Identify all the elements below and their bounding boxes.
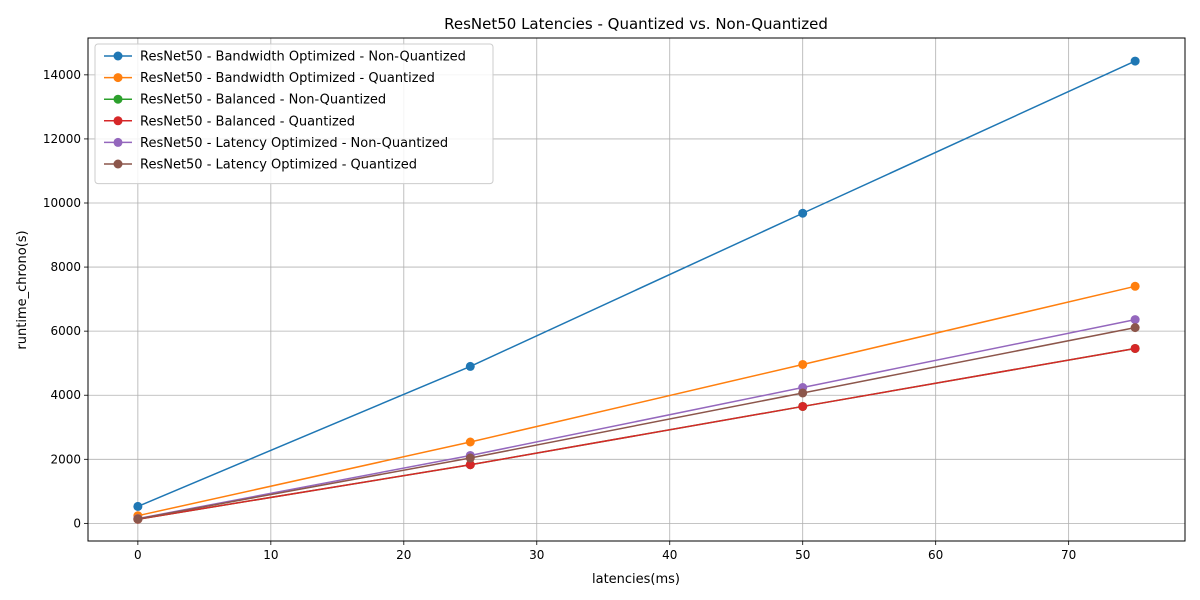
series-line	[133, 343, 1140, 524]
plot-area-frame	[87, 37, 1186, 542]
legend-item: ResNet50 - Balanced - Non-Quantized	[104, 93, 386, 108]
legend-item: ResNet50 - Latency Optimized - Quantized	[104, 158, 417, 173]
data-point	[798, 208, 808, 218]
x-tick-label: 20	[396, 548, 411, 562]
x-tick-label: 40	[662, 548, 677, 562]
legend-label: ResNet50 - Balanced - Non-Quantized	[140, 93, 386, 108]
series-path	[137, 347, 1136, 520]
series-path	[137, 285, 1136, 517]
legend-swatch-marker	[113, 51, 123, 61]
legend-swatch-marker	[113, 94, 123, 104]
series-layer	[133, 56, 1140, 524]
data-point	[798, 388, 808, 398]
legend-item: ResNet50 - Balanced - Quantized	[104, 114, 355, 129]
data-point	[465, 437, 475, 447]
legend-swatch-marker	[113, 116, 123, 126]
series-path	[137, 60, 1136, 508]
x-tick-label: 10	[263, 548, 278, 562]
data-point	[133, 514, 143, 524]
legend-swatch-marker	[113, 73, 123, 83]
y-tick-label: 8000	[50, 260, 81, 274]
x-tick-label: 50	[795, 548, 810, 562]
series-path	[137, 326, 1136, 520]
data-point	[1130, 315, 1140, 325]
x-tick-label: 70	[1061, 548, 1076, 562]
legend-item: ResNet50 - Bandwidth Optimized - Quantiz…	[104, 71, 435, 86]
legend-label: ResNet50 - Latency Optimized - Non-Quant…	[140, 136, 448, 151]
y-tick-label: 2000	[50, 452, 81, 466]
data-point	[465, 460, 475, 470]
y-tick-label: 14000	[43, 68, 81, 82]
legend-label: ResNet50 - Balanced - Quantized	[140, 114, 355, 129]
data-point	[465, 361, 475, 371]
data-point	[1130, 281, 1140, 291]
series-line	[133, 56, 1140, 511]
chart-title: ResNet50 Latencies - Quantized vs. Non-Q…	[444, 15, 828, 33]
data-point	[133, 501, 143, 511]
y-tick-label: 6000	[50, 324, 81, 338]
series-path	[137, 318, 1136, 520]
legend-item: ResNet50 - Bandwidth Optimized - Non-Qua…	[104, 50, 466, 65]
data-point	[1130, 56, 1140, 66]
legend-label: ResNet50 - Bandwidth Optimized - Non-Qua…	[140, 50, 466, 65]
y-tick-label: 10000	[43, 196, 81, 210]
legend-swatch-marker	[113, 137, 123, 147]
legend-item: ResNet50 - Latency Optimized - Non-Quant…	[104, 136, 448, 151]
axes: 0 10 20 30 40 50 60 70 0 2000 4000 6000 8000 10000 120…	[43, 68, 1076, 562]
data-point	[798, 401, 808, 411]
data-point	[465, 453, 475, 463]
series-line	[133, 323, 1140, 524]
legend: ResNet50 - Bandwidth Optimized - Non-Qua…	[94, 43, 494, 185]
data-point	[1130, 323, 1140, 333]
legend-box	[94, 43, 494, 185]
legend-label: ResNet50 - Latency Optimized - Quantized	[140, 158, 417, 173]
legend-swatch-marker	[113, 159, 123, 169]
y-axis-title: runtime_chrono(s)	[15, 230, 30, 349]
legend-label: ResNet50 - Bandwidth Optimized - Quantiz…	[140, 71, 435, 86]
x-tick-label: 30	[529, 548, 544, 562]
x-axis-title: latencies(ms)	[592, 572, 680, 587]
y-tick-label: 4000	[50, 388, 81, 402]
y-tick-label: 12000	[43, 132, 81, 146]
x-tick-label: 60	[928, 548, 943, 562]
data-point	[1130, 343, 1140, 353]
x-tick-label: 0	[134, 548, 142, 562]
y-tick-label: 0	[73, 516, 81, 530]
data-point	[798, 359, 808, 369]
